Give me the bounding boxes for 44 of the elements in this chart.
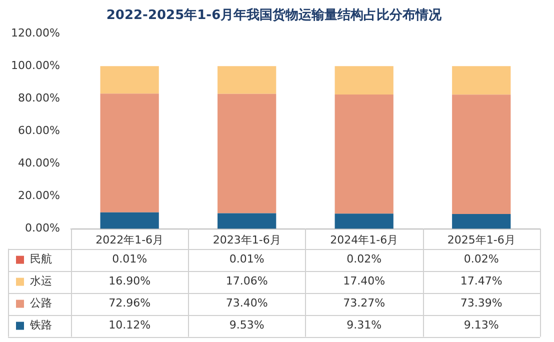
x-tick-label: 2025年1-6月 — [447, 233, 516, 246]
bar — [100, 94, 159, 212]
data-label: 73.27% — [343, 296, 386, 310]
bar — [218, 66, 276, 94]
bar — [218, 213, 276, 229]
legend-label: 民航 — [30, 252, 52, 266]
y-tick-label: 120.00% — [10, 26, 60, 40]
data-label: 9.13% — [464, 318, 499, 332]
y-tick-label: 100.00% — [10, 58, 60, 72]
data-label: 9.53% — [229, 318, 264, 332]
bar — [218, 94, 276, 214]
data-label: 16.90% — [108, 274, 151, 288]
y-tick-label: 0.00% — [24, 222, 60, 235]
data-label: 17.47% — [460, 274, 502, 288]
y-tick-label: 80.00% — [18, 92, 60, 105]
bar — [452, 94, 511, 214]
data-label: 72.96% — [108, 296, 151, 310]
data-label: 0.02% — [464, 252, 499, 266]
data-label: 0.02% — [346, 252, 382, 266]
bar — [452, 66, 511, 95]
bar — [334, 214, 394, 229]
data-label: 10.12% — [108, 318, 151, 332]
bar — [334, 66, 394, 94]
bar — [100, 212, 159, 229]
x-tick-label: 2024年1-6月 — [330, 233, 398, 246]
data-label: 17.06% — [226, 274, 268, 288]
x-tick-label: 2022年1-6月 — [96, 233, 164, 246]
y-tick-label: 20.00% — [18, 189, 60, 202]
data-label: 17.40% — [343, 274, 386, 288]
chart-title: 2022-2025年1-6月年我国货物运输量结构占比分布情况 — [106, 7, 443, 24]
data-label: 73.39% — [460, 296, 502, 310]
data-label: 9.31% — [346, 318, 382, 332]
legend-label: 水运 — [30, 274, 52, 288]
legend-label: 公路 — [30, 296, 52, 310]
data-label: 73.40% — [226, 296, 268, 310]
y-tick-label: 40.00% — [18, 156, 60, 170]
data-label: 0.01% — [229, 252, 264, 266]
bar — [334, 94, 394, 214]
y-tick-label: 60.00% — [18, 124, 60, 138]
data-label: 0.01% — [112, 252, 148, 266]
legend-label: 铁路 — [29, 318, 52, 332]
x-tick-label: 2023年1-6月 — [212, 233, 281, 246]
bar — [452, 214, 511, 229]
bar — [100, 66, 159, 94]
